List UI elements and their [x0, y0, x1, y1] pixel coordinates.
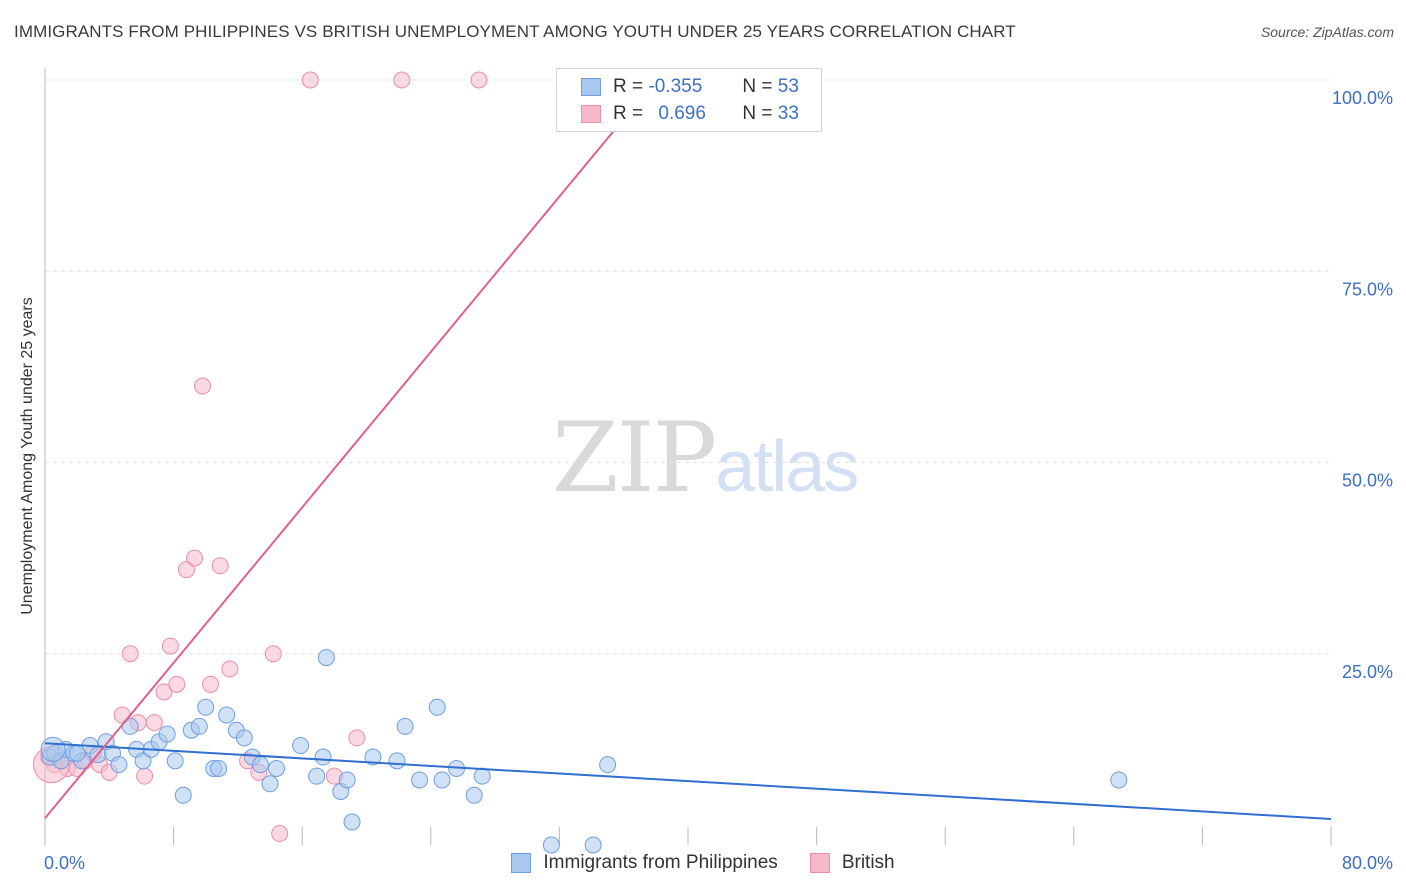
philippines-point	[210, 760, 228, 777]
philippines-point	[343, 813, 361, 831]
legend-r-label: R =	[613, 103, 644, 124]
philippines-trend-line	[44, 742, 1332, 820]
british-point	[348, 729, 366, 747]
british-point	[136, 767, 154, 785]
philippines-points	[40, 649, 1128, 854]
chart-title: IMMIGRANTS FROM PHILIPPINES VS BRITISH U…	[14, 22, 1016, 41]
british-point	[202, 675, 220, 693]
legend-r-value: -0.355	[648, 76, 703, 97]
y-tick-label: 50.0%	[1342, 471, 1393, 491]
legend-swatch-philippines	[581, 78, 601, 96]
legend-item-philippines[interactable]: Immigrants from Philippines	[511, 852, 778, 874]
philippines-point	[251, 756, 269, 774]
philippines-point	[292, 737, 310, 755]
source-credit: Source: ZipAtlas.com	[1260, 24, 1394, 40]
grid-lines	[45, 79, 1331, 655]
watermark-atlas: atlas	[715, 427, 859, 507]
y-tick-label: 75.0%	[1342, 279, 1393, 299]
british-point	[168, 675, 186, 693]
philippines-point	[308, 767, 326, 785]
philippines-point	[411, 771, 429, 789]
philippines-point	[584, 836, 602, 854]
philippines-point	[364, 748, 382, 766]
philippines-point	[267, 760, 285, 777]
philippines-point	[174, 786, 192, 804]
legend-item-british[interactable]: British	[809, 852, 895, 874]
british-trend-line	[44, 79, 657, 819]
philippines-point	[388, 752, 406, 770]
legend-label-british: British	[841, 852, 895, 873]
philippines-point	[166, 752, 184, 770]
legend-r-value: 0.696	[658, 103, 706, 124]
legend-n-label: N =	[742, 76, 773, 97]
legend-swatch-british	[581, 105, 601, 123]
philippines-point	[110, 756, 128, 774]
philippines-point	[190, 717, 208, 735]
philippines-point	[396, 717, 414, 735]
british-point	[470, 71, 488, 89]
watermark-zip: ZIP	[552, 402, 717, 514]
british-point	[393, 71, 411, 89]
x-tick-label: 0.0%	[44, 853, 85, 873]
axes	[44, 68, 1332, 845]
british-point	[221, 660, 239, 678]
british-point	[121, 645, 139, 663]
legend-row-philippines: R = -0.355 N = 53	[581, 75, 799, 99]
legend-label-philippines: Immigrants from Philippines	[543, 852, 778, 873]
british-point	[145, 714, 163, 732]
philippines-point	[338, 771, 356, 789]
philippines-point	[473, 767, 491, 785]
philippines-point	[68, 744, 86, 762]
y-tick-label: 100.0%	[1332, 88, 1393, 108]
y-axis-label: Unemployment Among Youth under 25 years	[19, 297, 36, 615]
philippines-point	[428, 698, 446, 716]
british-point	[211, 557, 229, 575]
philippines-point	[317, 649, 335, 667]
british-points	[32, 71, 488, 843]
philippines-point	[235, 729, 253, 747]
british-point	[194, 377, 212, 395]
philippines-point	[261, 775, 279, 793]
x-tick-label: 80.0%	[1342, 853, 1393, 873]
philippines-point	[158, 725, 176, 743]
legend-swatch-philippines	[511, 853, 532, 873]
philippines-point	[542, 836, 560, 854]
philippines-point	[197, 698, 215, 716]
philippines-point	[599, 756, 617, 774]
philippines-point	[465, 786, 483, 804]
watermark: ZIPatlas	[552, 402, 859, 514]
legend-n-value: 53	[777, 76, 799, 97]
legend-r-label: R =	[613, 76, 644, 97]
series-legend: Immigrants from Philippines British	[0, 852, 1406, 874]
philippines-point	[218, 706, 236, 724]
legend-row-british: R = 0.696 N = 33	[581, 102, 799, 126]
correlation-legend: R = -0.355 N = 53 R = 0.696 N = 33	[556, 68, 822, 132]
philippines-point	[40, 736, 66, 762]
british-point	[161, 637, 179, 655]
philippines-point	[1110, 771, 1128, 789]
legend-n-value: 33	[777, 103, 799, 124]
legend-n-label: N =	[742, 103, 773, 124]
british-point	[264, 645, 282, 663]
british-point	[155, 683, 173, 701]
philippines-point	[433, 771, 451, 789]
british-point	[271, 825, 289, 843]
trend-lines	[44, 79, 1332, 820]
british-point	[301, 71, 319, 89]
y-tick-label: 25.0%	[1342, 662, 1393, 682]
philippines-point	[314, 748, 332, 766]
british-point	[185, 549, 203, 567]
legend-swatch-british	[809, 853, 830, 873]
tick-labels: 25.0% 50.0% 75.0% 100.0% 0.0% 80.0%	[44, 88, 1393, 873]
